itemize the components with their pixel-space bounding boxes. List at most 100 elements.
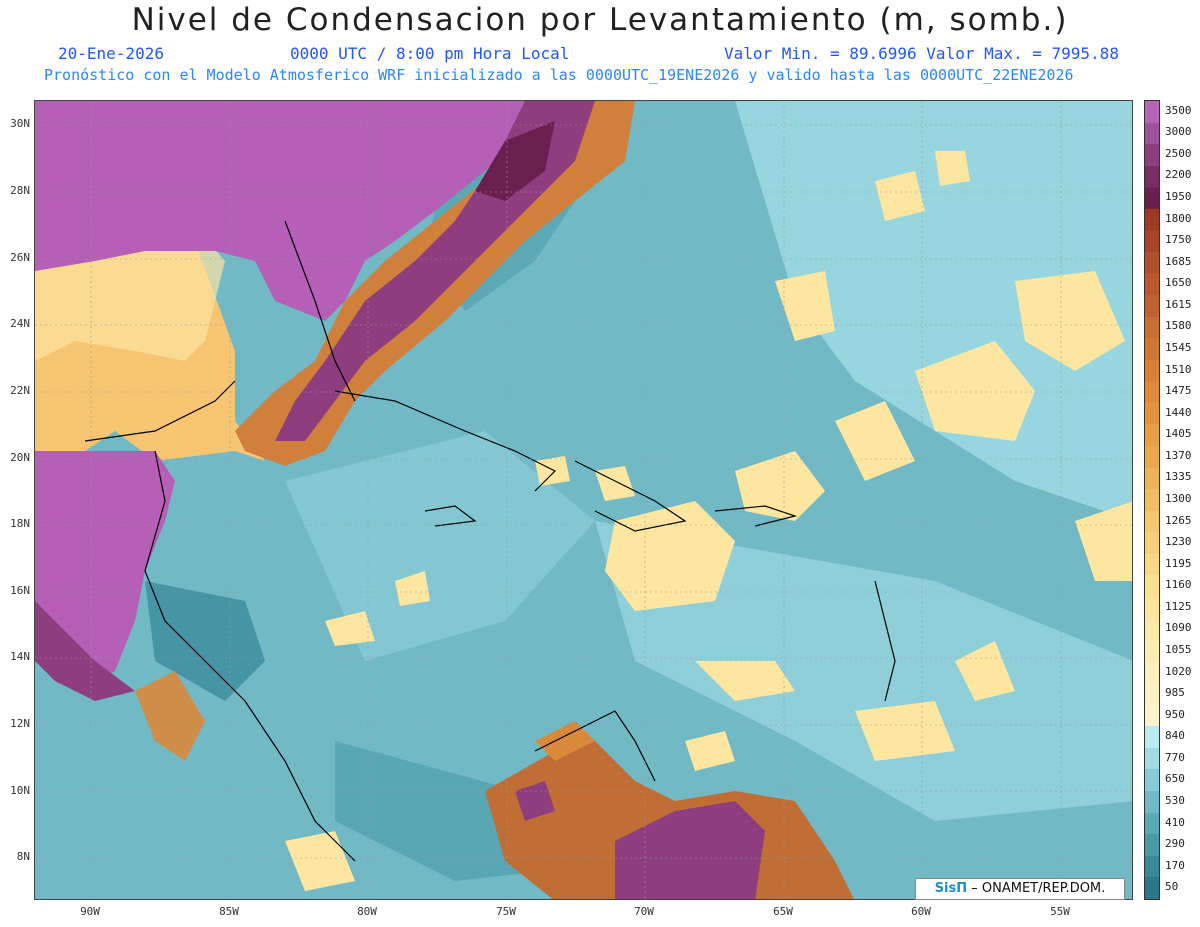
lon-label: 60W xyxy=(911,905,931,918)
color-bar-label: 1195 xyxy=(1165,556,1192,570)
color-bar-label: 290 xyxy=(1165,837,1185,851)
color-bar-swatch xyxy=(1145,101,1159,123)
color-bar-swatch xyxy=(1145,208,1159,231)
color-bar-label: 3500 xyxy=(1165,103,1192,117)
lat-label: 20N xyxy=(10,451,30,464)
color-bar-label: 985 xyxy=(1165,686,1185,700)
color-bar-swatch xyxy=(1145,747,1159,770)
color-bar-swatch xyxy=(1145,704,1159,727)
color-bar-label: 770 xyxy=(1165,750,1185,764)
color-bar-swatch xyxy=(1145,791,1159,813)
south-america-orange xyxy=(535,721,595,761)
color-bar-label: 650 xyxy=(1165,772,1185,786)
color-bar-swatch xyxy=(1145,467,1159,490)
color-bar-label: 1335 xyxy=(1165,470,1192,484)
color-bar-label: 1300 xyxy=(1165,492,1192,505)
ocean-light-area xyxy=(735,101,1132,521)
credit-text: – ONAMET/REP.DOM. xyxy=(971,881,1106,896)
color-bar-label: 2500 xyxy=(1165,146,1192,160)
map-title: Nivel de Condensacion por Levantamiento … xyxy=(131,2,1069,38)
color-bar-swatch xyxy=(1145,553,1159,576)
lat-label: 12N xyxy=(10,717,30,730)
dark-purple-core xyxy=(475,121,555,201)
lat-label: 22N xyxy=(10,384,30,397)
color-bar-label: 1545 xyxy=(1165,341,1192,355)
lat-label: 26N xyxy=(10,251,30,264)
color-bar-label: 1580 xyxy=(1165,319,1192,333)
color-bar-swatch xyxy=(1145,424,1159,446)
color-bar-label: 950 xyxy=(1165,707,1185,721)
color-bar-label: 1230 xyxy=(1165,535,1192,549)
color-bar-label: 1510 xyxy=(1165,362,1192,376)
color-bar-label: 1090 xyxy=(1165,621,1192,635)
color-bar-swatch xyxy=(1145,855,1159,878)
color-bar-label: 1615 xyxy=(1165,297,1192,311)
forecast-time: 0000 UTC / 8:00 pm Hora Local xyxy=(290,44,570,63)
coastlines xyxy=(84,220,896,862)
color-bar-swatch xyxy=(1145,489,1159,511)
lon-label: 55W xyxy=(1050,905,1070,918)
color-bar-swatch xyxy=(1145,877,1159,899)
forecast-date: 20-Ene-2026 xyxy=(58,44,164,63)
color-bar-swatch xyxy=(1145,144,1159,166)
color-bar-swatch xyxy=(1145,359,1159,382)
color-bar-swatch xyxy=(1145,230,1159,252)
color-bar-swatch xyxy=(1145,295,1159,317)
color-bar-swatch xyxy=(1145,618,1159,641)
color-bar-label: 1055 xyxy=(1165,642,1192,656)
color-bar-swatch xyxy=(1145,532,1159,554)
color-bar-label: 840 xyxy=(1165,729,1185,743)
lat-label: 8N xyxy=(16,850,30,863)
color-bar-swatch xyxy=(1145,402,1159,425)
central-america-landmass xyxy=(35,451,175,681)
lon-label: 70W xyxy=(634,905,654,918)
lat-label: 14N xyxy=(10,650,30,663)
color-bar-label: 1370 xyxy=(1165,448,1192,462)
lat-label: 28N xyxy=(10,184,30,197)
yellow-patches xyxy=(285,151,1132,891)
ocean-light-area xyxy=(595,521,1132,821)
color-bar-swatch xyxy=(1145,446,1159,468)
color-bar-swatch xyxy=(1145,661,1159,684)
lon-label: 80W xyxy=(357,905,377,918)
color-bar-label: 2200 xyxy=(1165,168,1192,182)
color-bar-label: 1750 xyxy=(1165,233,1192,247)
color-bar-label: 410 xyxy=(1165,815,1185,829)
color-bar-swatch xyxy=(1145,122,1159,145)
color-bar-swatch xyxy=(1145,769,1159,791)
lon-label: 65W xyxy=(773,905,793,918)
model-info: Pronóstico con el Modelo Atmosferico WRF… xyxy=(44,66,1074,84)
color-bar-label: 530 xyxy=(1165,793,1185,807)
color-bar-swatch xyxy=(1145,273,1159,296)
color-bar-label: 1160 xyxy=(1165,578,1192,592)
color-bar-swatch xyxy=(1145,834,1159,856)
central-america-purple xyxy=(35,601,135,701)
lat-label: 18N xyxy=(10,517,30,530)
color-bar-swatch xyxy=(1145,165,1159,188)
color-bar-swatch xyxy=(1145,575,1159,597)
ocean-light-area xyxy=(285,431,595,661)
lat-label: 24N xyxy=(10,317,30,330)
min-max-values: Valor Min. = 89.6996 Valor Max. = 7995.8… xyxy=(724,44,1119,63)
sispi-logo: SisΠ xyxy=(934,881,968,896)
color-bar-swatch xyxy=(1145,338,1159,360)
color-bar-swatch xyxy=(1145,683,1159,705)
credit-box: SisΠ – ONAMET/REP.DOM. xyxy=(915,878,1125,900)
color-bar-swatch xyxy=(1145,510,1159,533)
south-america-purple xyxy=(615,801,765,899)
color-bar-label: 1440 xyxy=(1165,405,1192,419)
color-bar-label: 3000 xyxy=(1165,125,1192,139)
color-bar-swatch xyxy=(1145,381,1159,403)
color-bar-label: 1650 xyxy=(1165,276,1192,290)
color-bar-label: 1265 xyxy=(1165,513,1192,527)
color-bar-swatch xyxy=(1145,726,1159,748)
central-america-orange xyxy=(135,671,205,761)
color-bar-label: 170 xyxy=(1165,858,1185,872)
lat-label: 16N xyxy=(10,584,30,597)
lon-label: 75W xyxy=(496,905,516,918)
color-bar-swatch xyxy=(1145,640,1159,662)
color-bar-swatch xyxy=(1145,187,1159,209)
color-bar-swatch xyxy=(1145,812,1159,835)
color-bar-label: 50 xyxy=(1165,880,1179,894)
color-bar-label: 1475 xyxy=(1165,384,1192,398)
